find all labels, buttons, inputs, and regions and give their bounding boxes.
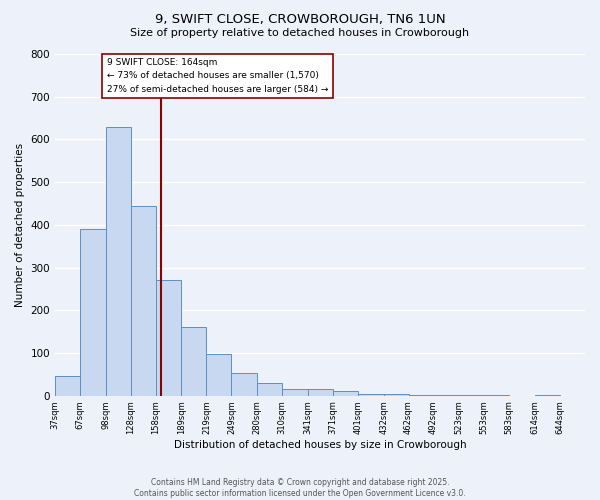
Bar bbox=[308, 390, 333, 396]
Bar bbox=[358, 394, 383, 396]
Bar bbox=[282, 390, 308, 396]
Bar bbox=[409, 395, 434, 396]
Bar bbox=[434, 395, 460, 396]
Bar bbox=[55, 376, 80, 396]
Bar bbox=[333, 392, 358, 396]
Bar bbox=[131, 206, 156, 396]
Y-axis label: Number of detached properties: Number of detached properties bbox=[15, 143, 25, 307]
Bar bbox=[383, 394, 409, 396]
Text: Size of property relative to detached houses in Crowborough: Size of property relative to detached ho… bbox=[130, 28, 470, 38]
Bar bbox=[232, 374, 257, 396]
Bar bbox=[206, 354, 232, 396]
Bar bbox=[106, 126, 131, 396]
Bar bbox=[156, 280, 181, 396]
Text: 9 SWIFT CLOSE: 164sqm
← 73% of detached houses are smaller (1,570)
27% of semi-d: 9 SWIFT CLOSE: 164sqm ← 73% of detached … bbox=[107, 58, 328, 94]
Text: Contains HM Land Registry data © Crown copyright and database right 2025.
Contai: Contains HM Land Registry data © Crown c… bbox=[134, 478, 466, 498]
Bar bbox=[181, 328, 206, 396]
Bar bbox=[257, 383, 282, 396]
X-axis label: Distribution of detached houses by size in Crowborough: Distribution of detached houses by size … bbox=[174, 440, 466, 450]
Text: 9, SWIFT CLOSE, CROWBOROUGH, TN6 1UN: 9, SWIFT CLOSE, CROWBOROUGH, TN6 1UN bbox=[155, 12, 445, 26]
Bar bbox=[80, 229, 106, 396]
